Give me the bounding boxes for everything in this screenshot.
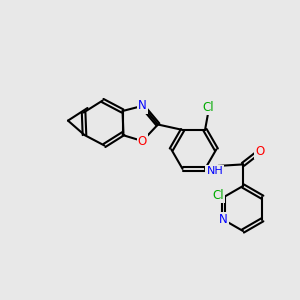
Text: O: O xyxy=(256,145,265,158)
Text: Cl: Cl xyxy=(212,189,224,202)
Text: N: N xyxy=(138,99,147,112)
Text: O: O xyxy=(138,134,147,148)
Text: NH: NH xyxy=(206,166,223,176)
Text: N: N xyxy=(219,213,228,226)
Text: Cl: Cl xyxy=(202,101,214,114)
